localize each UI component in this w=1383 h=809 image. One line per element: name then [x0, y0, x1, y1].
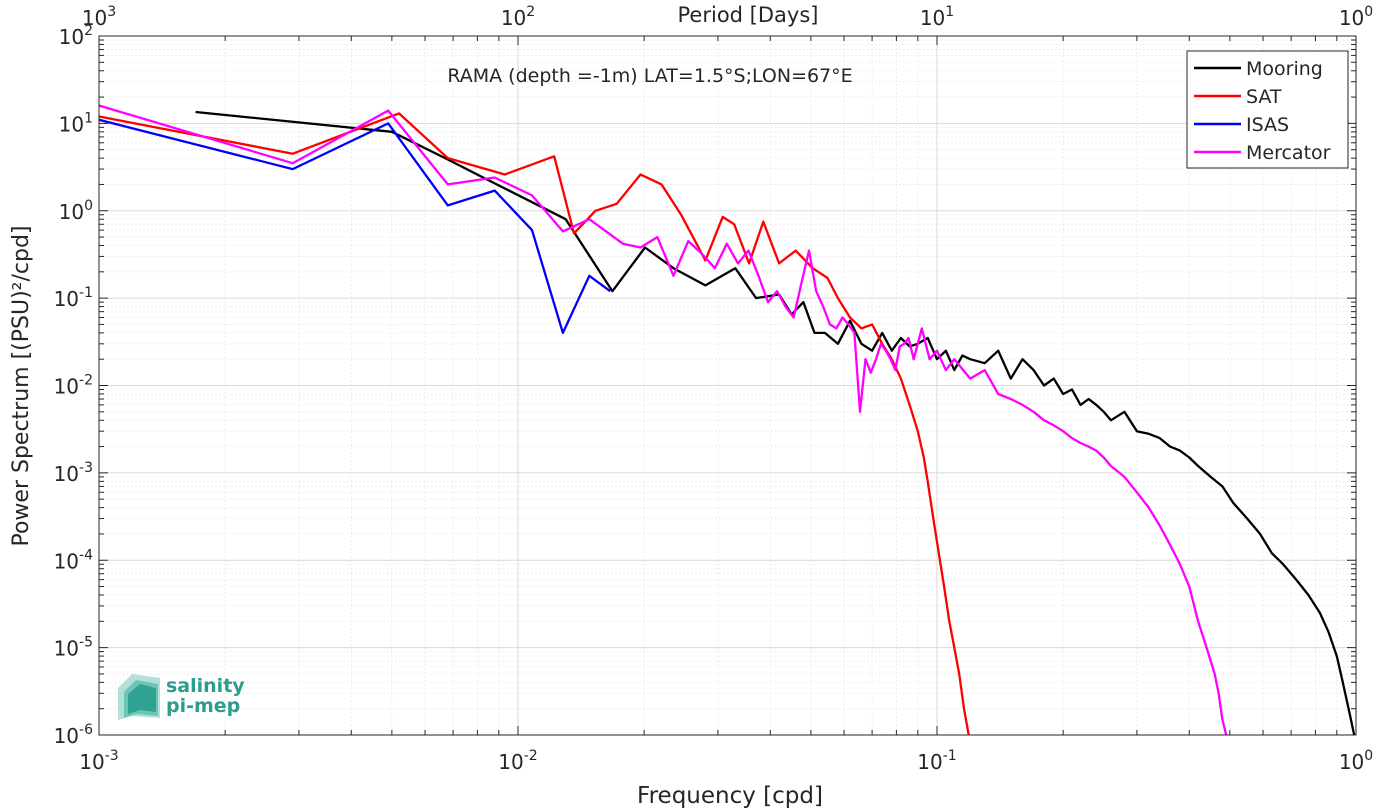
legend-entry-sat: SAT	[1194, 86, 1282, 108]
series-line-mooring	[195, 110, 1356, 735]
series-layer	[99, 104, 1356, 735]
y-axis-label: Power Spectrum [(PSU)²/cpd]	[9, 225, 34, 546]
x-tick-label: 100	[1339, 748, 1373, 774]
major-grid	[99, 36, 1356, 735]
top-tick-label: 100	[1339, 4, 1373, 30]
x-axis-label: Frequency [cpd]	[637, 783, 823, 809]
x-tick-label: 10-1	[917, 748, 956, 774]
legend-box	[1186, 50, 1349, 169]
x-tick-label: 10-3	[79, 748, 118, 774]
y-tick-label: 10-1	[54, 285, 93, 311]
top-tick-label: 102	[501, 4, 535, 30]
top-tick-label: 103	[82, 4, 116, 30]
logo-text-salinity: salinity	[166, 675, 245, 697]
legend-label-sat: SAT	[1246, 86, 1282, 108]
y-tick-label: 10-5	[54, 635, 93, 661]
legend-label-mercator: Mercator	[1246, 142, 1331, 164]
legend-entry-isas: ISAS	[1194, 114, 1289, 136]
y-tick-label: 101	[59, 110, 93, 136]
top-tick-label: 101	[920, 4, 954, 30]
y-tick-label: 10-2	[54, 373, 93, 399]
legend-label-mooring: Mooring	[1246, 58, 1323, 80]
series-line-isas	[99, 118, 611, 335]
y-tick-label: 10-4	[54, 547, 94, 573]
minor-grid	[99, 36, 1356, 735]
chart-title: RAMA (depth =-1m) LAT=1.5°S;LON=67°E	[447, 65, 852, 87]
y-tick-label: 100	[59, 198, 93, 224]
salinity-pi-mep-logo: salinity pi-mep	[118, 674, 245, 720]
series-line-mercator	[99, 104, 1228, 735]
y-tick-label: 102	[59, 23, 93, 49]
x-tick-label: 10-2	[498, 748, 537, 774]
legend-entry-mercator: Mercator	[1194, 142, 1331, 164]
top-axis-label: Period [Days]	[678, 3, 819, 27]
wave-layers-icon	[118, 674, 160, 720]
y-tick-label: 10-6	[54, 722, 94, 748]
legend-label-isas: ISAS	[1246, 114, 1289, 136]
y-tick-label: 10-3	[54, 460, 93, 486]
logo-text-pi-mep: pi-mep	[166, 695, 240, 717]
legend: Mooring SAT ISAS Mercator	[1186, 50, 1349, 169]
legend-entry-mooring: Mooring	[1194, 58, 1323, 80]
